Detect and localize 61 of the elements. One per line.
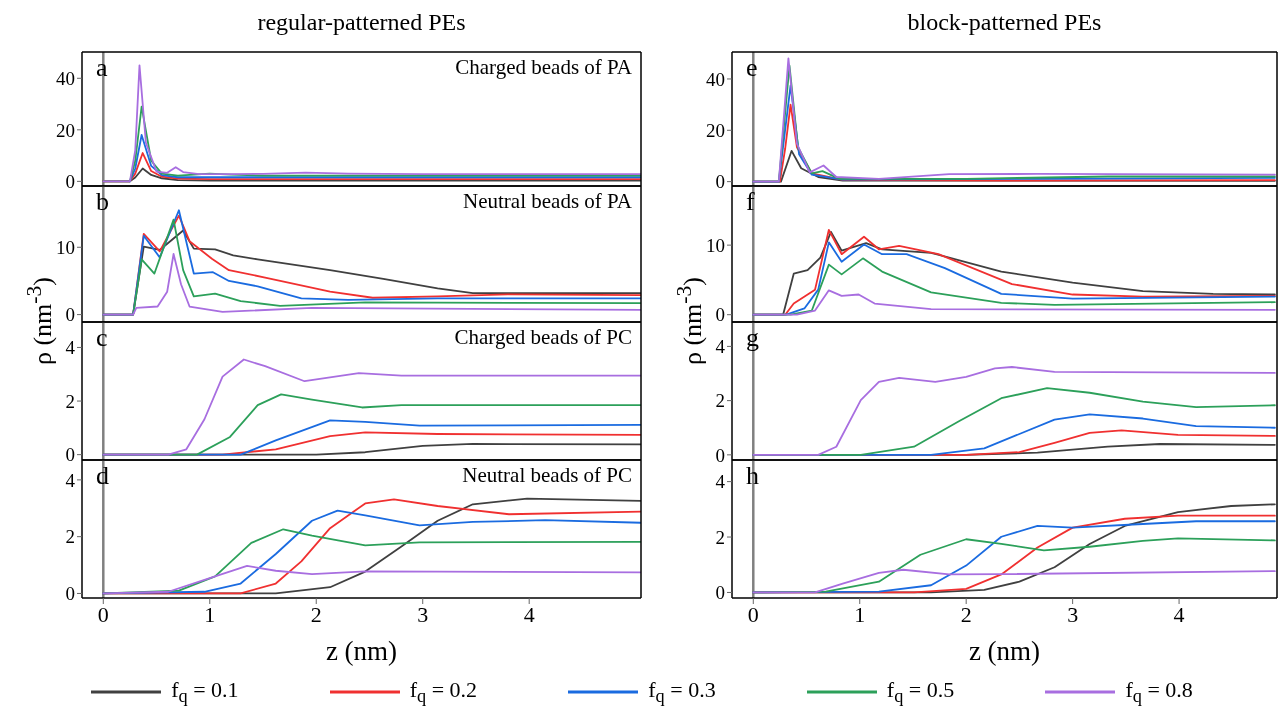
y-tick-label: 0 <box>65 171 75 193</box>
annotation: b <box>96 187 109 217</box>
line-series <box>102 565 641 595</box>
line-series <box>102 358 641 456</box>
y-tick-label: 2 <box>65 390 75 412</box>
annotation: Neutral beads of PC <box>462 463 632 488</box>
legend-label: f$_{q}$ = 0.8 <box>1125 676 1193 708</box>
x-tick-label: 4 <box>523 601 535 627</box>
y-tick-label: 4 <box>715 471 726 493</box>
annotation: c <box>96 323 108 353</box>
y-tick-label: 0 <box>715 171 725 193</box>
y-tick-label: 0 <box>65 583 75 605</box>
y-tick-label: 4 <box>65 469 76 491</box>
legend-label: f$_{q}$ = 0.3 <box>648 676 716 708</box>
x-tick-label: 0 <box>747 601 759 627</box>
y-tick-label: 20 <box>56 119 75 141</box>
x-axis-title: z (nm) <box>324 636 399 667</box>
y-tick-label: 2 <box>715 526 725 548</box>
line-series <box>752 568 1276 594</box>
annotation: a <box>96 53 108 83</box>
y-tick-label: 10 <box>706 234 725 256</box>
line-series <box>102 253 641 316</box>
x-tick-label: 3 <box>417 601 429 627</box>
legend-label: f$_{q}$ = 0.2 <box>409 676 478 708</box>
y-tick-label: 20 <box>706 120 725 142</box>
x-tick-label: 0 <box>97 601 109 627</box>
x-tick-label: 1 <box>854 601 866 627</box>
annotation: g <box>746 323 759 353</box>
y-tick-label: 40 <box>706 68 725 90</box>
annotation: Charged beads of PA <box>455 55 632 80</box>
line-series <box>129 134 641 183</box>
y-tick-label: 4 <box>715 336 726 358</box>
x-tick-label: 2 <box>310 601 322 627</box>
chart-title: block-patterned PEs <box>906 9 1103 36</box>
line-series <box>752 289 1276 316</box>
chart-title: regular-patterned PEs <box>256 9 467 36</box>
y-tick-label: 0 <box>715 582 725 604</box>
y-tick-label: 4 <box>65 337 76 359</box>
annotation: f <box>746 187 755 217</box>
annotation: e <box>746 53 758 83</box>
x-tick-label: 2 <box>960 601 972 627</box>
y-tick-label: 40 <box>56 68 75 90</box>
annotation: Neutral beads of PA <box>463 189 632 214</box>
y-tick-label: 0 <box>65 304 75 326</box>
y-tick-label: 0 <box>715 304 725 326</box>
annotation: d <box>96 461 109 491</box>
x-tick-label: 3 <box>1067 601 1079 627</box>
line-series <box>752 366 1276 456</box>
line-series <box>102 528 641 595</box>
x-tick-label: 4 <box>1173 601 1185 627</box>
y-tick-label: 0 <box>715 444 725 466</box>
legend-label: f$_{q}$ = 0.1 <box>171 676 239 708</box>
y-tick-label: 10 <box>56 237 75 259</box>
x-axis-title: z (nm) <box>967 636 1042 667</box>
y-tick-label: 2 <box>715 390 725 412</box>
y-tick-label: 0 <box>65 444 75 466</box>
legend-label: f$_{q}$ = 0.5 <box>886 676 955 708</box>
annotation: Charged beads of PC <box>454 325 632 350</box>
y-tick-label: 2 <box>65 526 75 548</box>
annotation: h <box>746 461 759 491</box>
x-tick-label: 1 <box>204 601 216 627</box>
